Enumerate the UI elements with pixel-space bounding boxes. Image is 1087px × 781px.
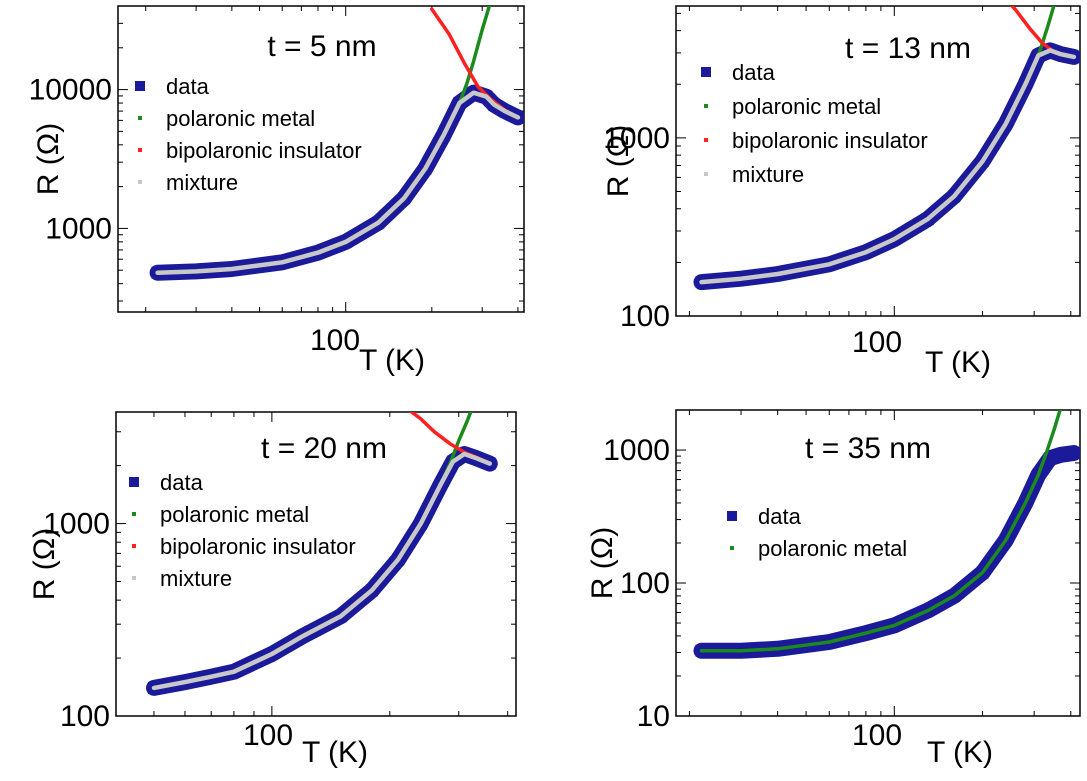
panel-4: 10 100 1000 100 T (K) R (Ω) t = 35 nm data polar…: [586, 409, 1081, 769]
legend-label: polaronic metal: [166, 106, 315, 131]
plot-frame: [115, 411, 517, 717]
legend-marker: [704, 138, 708, 142]
x-tick-label: 100: [852, 719, 902, 752]
data-point: [1067, 446, 1080, 459]
series-polaronic-metal: [1036, 6, 1056, 58]
series-mixture: [151, 451, 493, 691]
y-tick-label: 100: [620, 300, 670, 333]
legend-label: bipolaronic insulator: [160, 534, 356, 559]
legend-label: data: [732, 60, 776, 85]
legend-marker: [132, 544, 136, 548]
panel-title: t = 13 nm: [845, 32, 971, 65]
legend-label: mixture: [166, 170, 238, 195]
y-tick-label: 10000: [29, 74, 112, 107]
minor-ticks: [115, 412, 516, 717]
x-tick-label: 100: [243, 719, 293, 752]
plot-frame: [675, 5, 1081, 317]
panel-title: t = 20 nm: [261, 432, 387, 465]
legend-marker: [704, 172, 708, 176]
series-group: [146, 412, 498, 696]
legend-label: bipolaronic insulator: [732, 128, 928, 153]
y-tick-label: 100: [620, 567, 670, 600]
y-tick-label: 1000: [45, 212, 112, 245]
y-tick-label: 1000: [43, 508, 110, 541]
y-tick-label: 10: [637, 700, 670, 733]
legend-marker: [727, 511, 737, 521]
legend-label: bipolaronic insulator: [166, 138, 362, 163]
series-mixture: [699, 48, 1077, 285]
legend-marker: [138, 148, 142, 152]
y-tick-label: 1000: [603, 122, 670, 155]
plot-frame: [117, 5, 525, 313]
panel-2: 100 1000 100 T (K) R (Ω) t = 13 nm data polaron…: [602, 5, 1081, 379]
legend: data polaronic metal: [727, 504, 907, 561]
legend-marker: [138, 116, 142, 120]
legend-marker: [704, 104, 708, 108]
series-mixture: [155, 90, 521, 275]
series-group: [149, 6, 524, 281]
legend-label: polaronic metal: [758, 536, 907, 561]
x-axis-label: T (K): [302, 736, 368, 769]
legend-marker: [138, 180, 142, 184]
y-axis-label: R (Ω): [28, 528, 61, 600]
legend-marker: [730, 546, 734, 550]
legend-marker: [132, 576, 136, 580]
series-group: [693, 410, 1080, 659]
minor-ticks: [118, 5, 524, 312]
legend-label: mixture: [160, 566, 232, 591]
legend: data polaronic metal bipolaronic insulator…: [701, 60, 928, 187]
legend-label: data: [758, 504, 802, 529]
y-axis-label: R (Ω): [602, 125, 635, 197]
legend: data polaronic metal bipolaronic insulator…: [135, 74, 362, 195]
plot-frame: [675, 409, 1081, 717]
legend-label: data: [160, 470, 204, 495]
data-point: [1054, 448, 1067, 461]
x-axis-label: T (K): [359, 344, 425, 377]
y-axis-label: R (Ω): [586, 527, 619, 599]
y-axis-label: R (Ω): [32, 123, 65, 195]
y-tick-label: 100: [60, 700, 110, 733]
x-axis-label: T (K): [925, 346, 991, 379]
x-axis-label: T (K): [927, 736, 993, 769]
legend-marker: [129, 477, 139, 487]
legend-marker: [135, 81, 145, 91]
series-group: [693, 6, 1080, 291]
legend-marker: [701, 67, 711, 77]
x-tick-label: 100: [852, 326, 902, 359]
series-polaronic-metal: [699, 410, 1062, 653]
legend-label: polaronic metal: [160, 502, 309, 527]
legend-label: data: [166, 74, 210, 99]
panel-3: 100 1000 100 T (K) R (Ω) t = 20 nm data polaron…: [28, 411, 517, 769]
legend-marker: [132, 512, 136, 516]
legend-label: polaronic metal: [732, 94, 881, 119]
panel-title: t = 5 nm: [267, 30, 376, 63]
y-tick-label: 1000: [603, 434, 670, 467]
panel-title: t = 35 nm: [805, 432, 931, 465]
series-polaronic-metal: [457, 6, 492, 105]
legend-label: mixture: [732, 162, 804, 187]
legend: data polaronic metal bipolaronic insulator…: [129, 470, 356, 591]
x-tick-label: 100: [310, 324, 360, 357]
